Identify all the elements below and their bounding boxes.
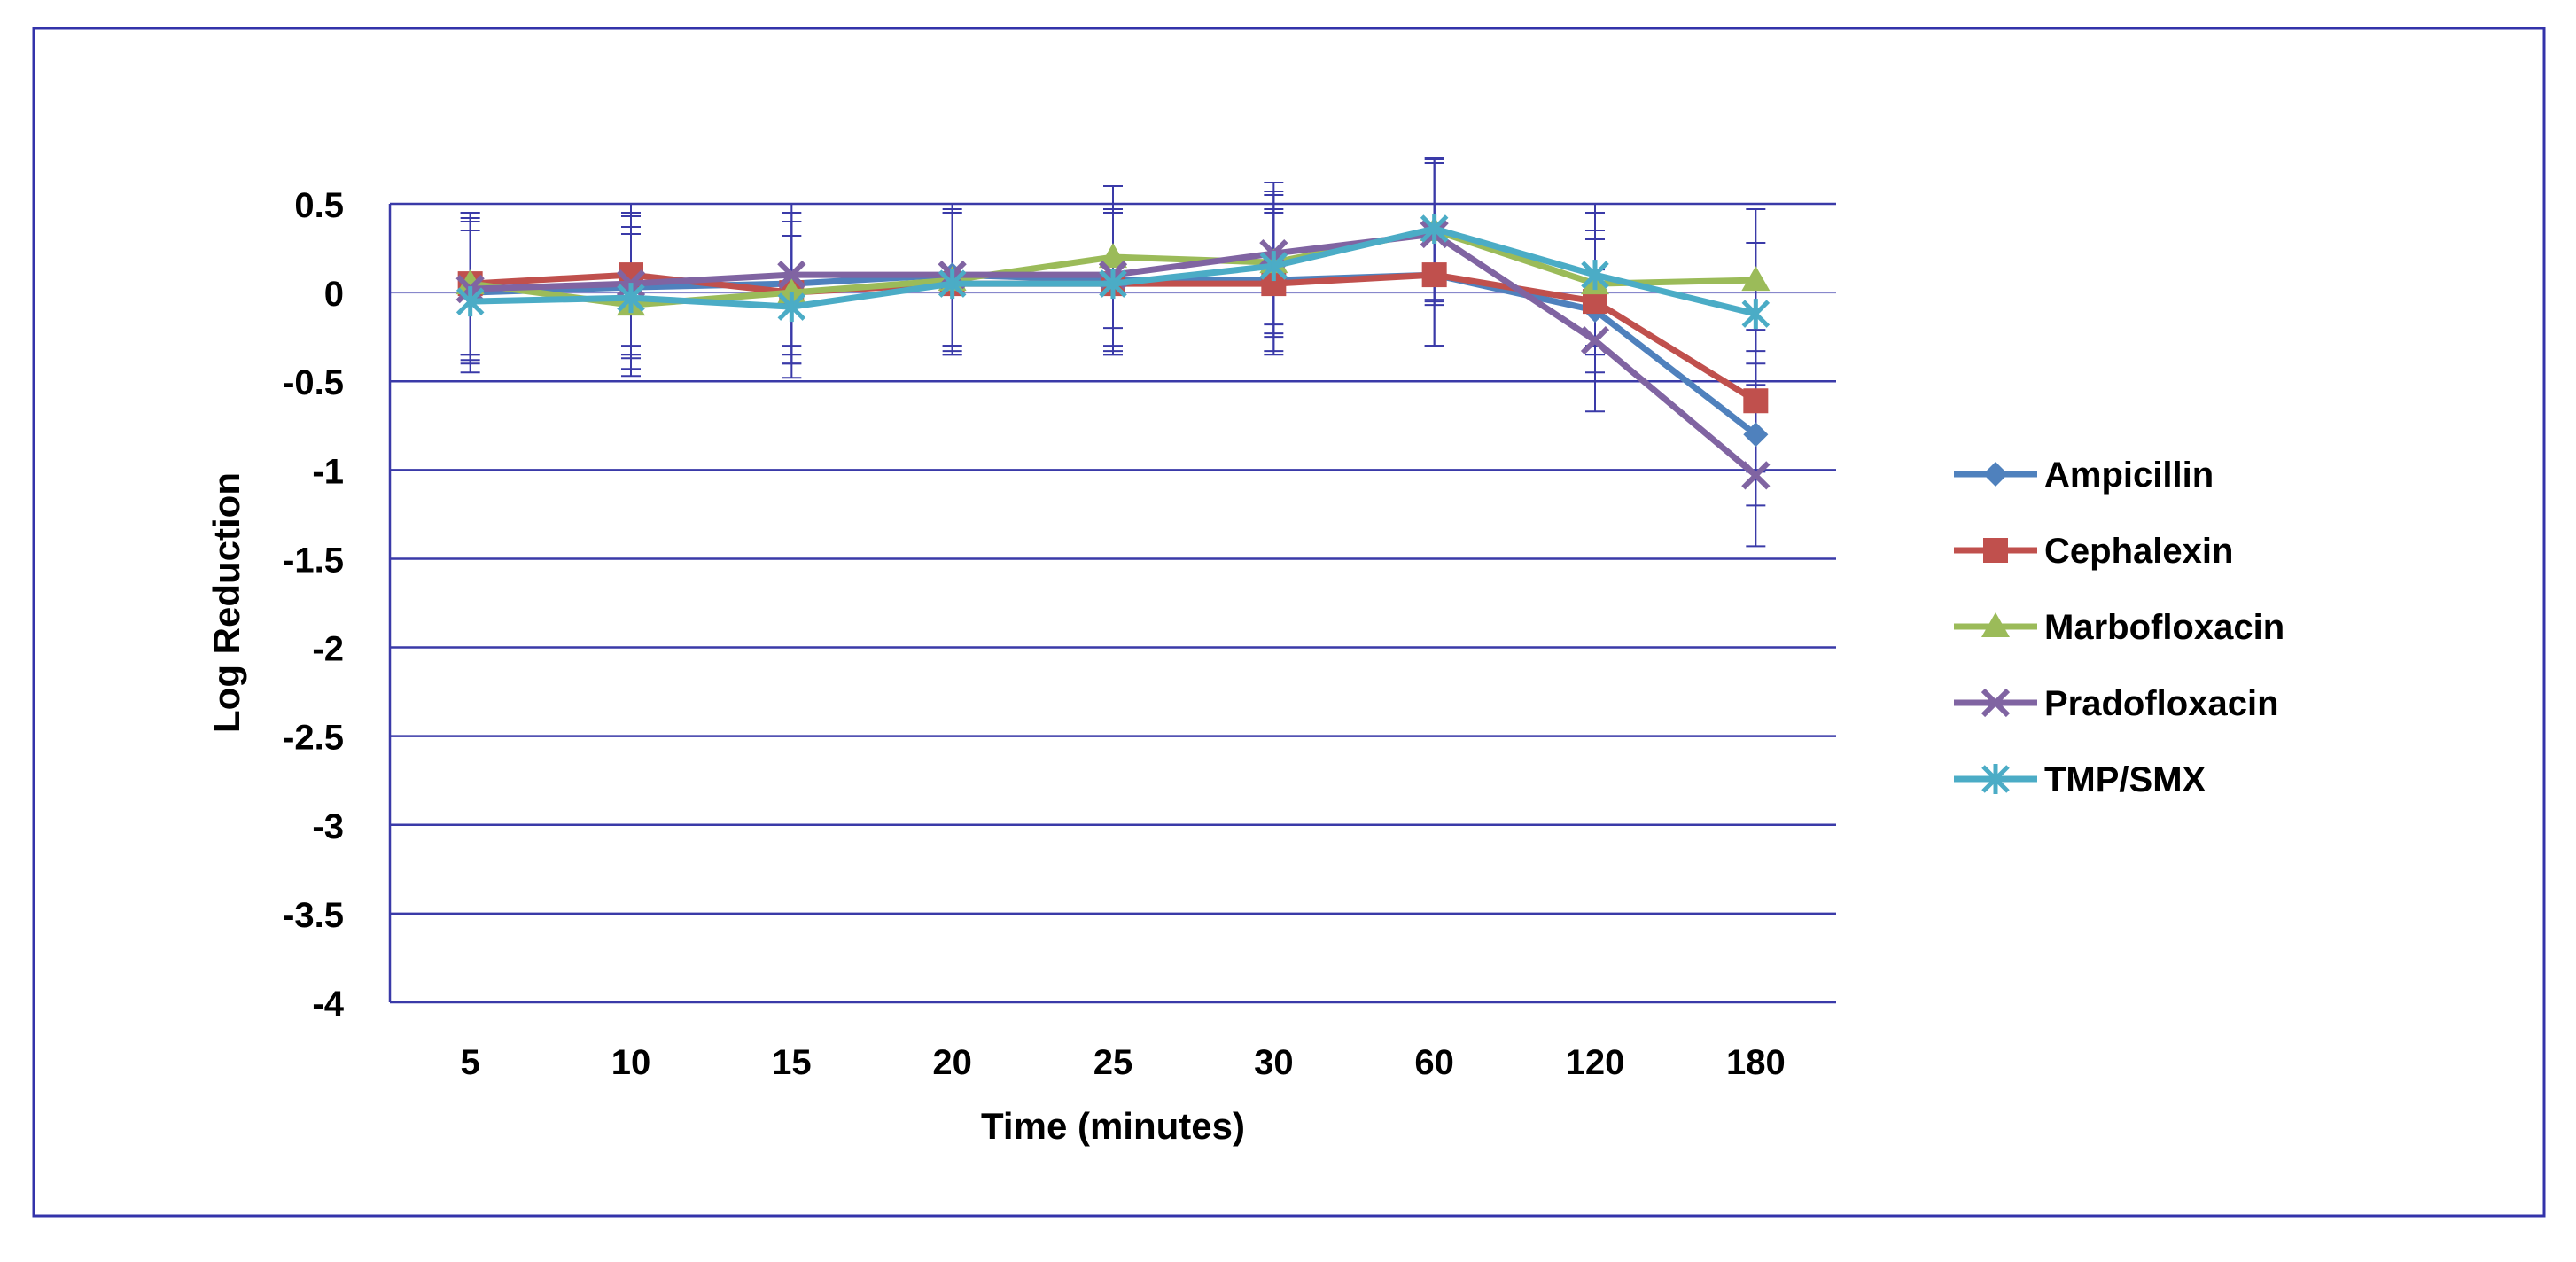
- data-point: [1421, 262, 1447, 288]
- legend-swatch-marker: [1983, 462, 2008, 487]
- series-layer: [455, 214, 1771, 490]
- legend-swatch-marker: [1981, 764, 2010, 794]
- y-tick-label: -1: [312, 452, 344, 491]
- x-tick-label: 120: [1566, 1043, 1625, 1082]
- x-tick-label: 60: [1414, 1043, 1454, 1082]
- legend-swatch-marker: [1981, 688, 2011, 718]
- data-point: [617, 283, 645, 314]
- data-point: [1580, 326, 1610, 355]
- y-tick-label: -1.5: [283, 541, 344, 580]
- axis-layer: 0.5 0 -0.5 -1 -1.5 -2 -2.5 -3 -3.5 -4 5 10 15 20 25 30 6…: [283, 186, 1786, 1082]
- x-tick-label: 5: [461, 1043, 480, 1082]
- legend: Ampicillin Cephalexin Marbofloxacin Pradofl…: [1954, 456, 2284, 799]
- data-point: [1581, 260, 1609, 291]
- data-point: [777, 260, 806, 290]
- y-tick-label: 0: [324, 275, 344, 314]
- data-point: [1741, 299, 1771, 330]
- x-axis-title: Time (minutes): [981, 1105, 1245, 1147]
- data-point: [1099, 243, 1127, 269]
- data-point: [938, 269, 967, 300]
- data-point: [1741, 461, 1771, 490]
- marker-stroke: [1741, 461, 1771, 490]
- data-point: [777, 292, 806, 323]
- legend-item-marbofloxacin: Marbofloxacin: [1954, 608, 2284, 647]
- legend-item-pradofloxacin: Pradofloxacin: [1954, 684, 2279, 723]
- y-tick-label: 0.5: [294, 186, 344, 225]
- marker-stroke: [1580, 326, 1610, 355]
- data-point: [455, 286, 485, 317]
- y-tick-label: -2.5: [283, 719, 344, 758]
- legend-label: TMP/SMX: [2044, 760, 2206, 799]
- series-tmp-smx: [455, 214, 1771, 330]
- data-point: [1743, 422, 1769, 448]
- legend-swatch-marker: [1981, 612, 2010, 637]
- x-tick-label: 30: [1254, 1043, 1294, 1082]
- legend-item-tmp-smx: TMP/SMX: [1954, 760, 2206, 799]
- legend-swatch-marker: [1983, 538, 2008, 563]
- x-tick-label: 20: [932, 1043, 972, 1082]
- x-tick-label: 180: [1726, 1043, 1786, 1082]
- y-tick-label: -4: [312, 985, 344, 1024]
- y-tick-label: -0.5: [283, 363, 344, 402]
- y-tick-label: -2: [312, 630, 344, 669]
- legend-label: Pradofloxacin: [2044, 684, 2279, 723]
- legend-label: Ampicillin: [2044, 456, 2214, 495]
- legend-item-ampicillin: Ampicillin: [1954, 456, 2214, 495]
- marker-stroke: [777, 260, 806, 290]
- y-axis-title: Log Reduction: [206, 472, 247, 733]
- y-tick-label: -3: [312, 807, 344, 846]
- y-tick-label: -3.5: [283, 896, 344, 935]
- data-point: [1420, 214, 1449, 245]
- legend-label: Marbofloxacin: [2044, 608, 2284, 647]
- x-tick-label: 15: [772, 1043, 812, 1082]
- data-point: [1259, 251, 1288, 282]
- legend-item-cephalexin: Cephalexin: [1954, 532, 2233, 571]
- data-point: [1741, 266, 1771, 292]
- marker-stroke: [1981, 688, 2011, 718]
- legend-label: Cephalexin: [2044, 532, 2233, 571]
- data-point: [1099, 269, 1127, 300]
- chart-border: [32, 27, 2546, 1218]
- x-tick-label: 25: [1093, 1043, 1133, 1082]
- x-tick-label: 10: [611, 1043, 651, 1082]
- data-point: [1743, 388, 1769, 414]
